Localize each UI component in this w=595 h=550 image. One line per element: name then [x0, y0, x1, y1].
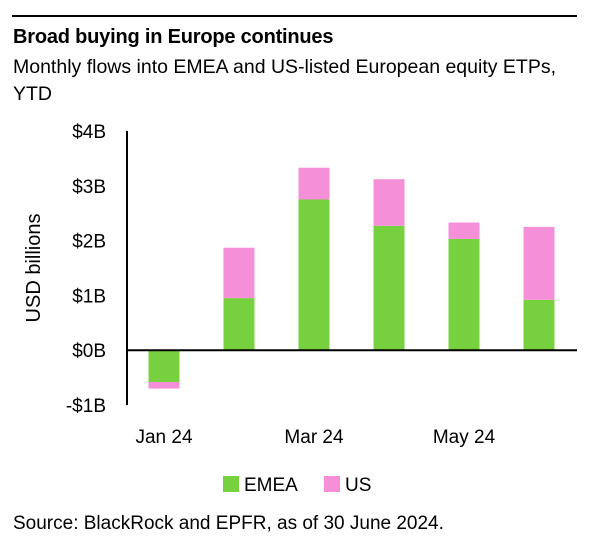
- bar-emea-jan-24: [148, 350, 180, 382]
- x-tick-label: Jan 24: [135, 427, 192, 448]
- chart-subtitle: Monthly flows into EMEA and US-listed Eu…: [13, 56, 557, 105]
- chart-title: Broad buying in Europe continues: [13, 26, 334, 48]
- bar-us-jan-24: [148, 381, 180, 389]
- bar-emea-jun-24: [523, 299, 555, 351]
- y-tick-label: $3B: [72, 177, 106, 198]
- top-rule: [12, 15, 577, 17]
- bar-us-may-24: [448, 222, 480, 239]
- bar-us-jun-24: [523, 226, 555, 300]
- legend-swatch-emea: [223, 476, 239, 492]
- legend-swatch-us: [324, 476, 340, 492]
- legend-label-emea: EMEA: [244, 475, 298, 496]
- bar-us-feb-24: [223, 247, 255, 299]
- y-tick-label: $2B: [72, 232, 106, 253]
- y-tick-label: $0B: [72, 341, 106, 362]
- y-tick-label: $4B: [72, 122, 106, 143]
- bar-us-apr-24: [373, 179, 405, 226]
- source-note: Source: BlackRock and EPFR, as of 30 Jun…: [13, 513, 444, 534]
- bar-us-mar-24: [298, 167, 330, 200]
- y-axis-title: USD billions: [23, 214, 45, 323]
- y-tick-label: -$1B: [66, 396, 106, 417]
- bar-emea-feb-24: [223, 298, 255, 351]
- x-tick-label: Mar 24: [284, 427, 344, 448]
- bar-emea-mar-24: [298, 199, 330, 351]
- bar-emea-may-24: [448, 238, 480, 351]
- y-tick-label: $1B: [72, 286, 106, 307]
- x-tick-label: May 24: [433, 427, 496, 448]
- legend-label-us: US: [345, 475, 371, 496]
- bar-emea-apr-24: [373, 225, 405, 351]
